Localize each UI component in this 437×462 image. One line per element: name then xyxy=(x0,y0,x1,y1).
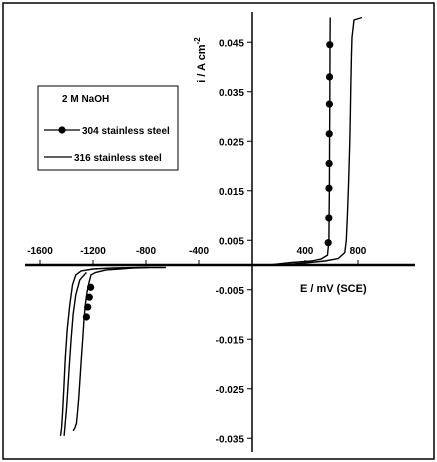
series-304-branch-line xyxy=(269,17,331,266)
y-tick-label: -0.015 xyxy=(216,335,245,346)
series-304-marker xyxy=(325,214,333,222)
series-304-marker xyxy=(325,100,333,108)
x-tick-label: -400 xyxy=(189,246,209,257)
axes-layer xyxy=(25,12,415,452)
x-tick-label: 400 xyxy=(297,246,314,257)
y-axis-title: i / A cm-2 xyxy=(193,37,208,83)
x-tick-label: 800 xyxy=(350,246,367,257)
x-tick-label: -800 xyxy=(136,246,156,257)
series-layer xyxy=(59,16,363,436)
y-tick-label: 0.045 xyxy=(219,38,244,49)
y-axis-title-main: i / A cm xyxy=(196,44,208,83)
series-316-branch-line xyxy=(63,271,87,436)
series-304-marker xyxy=(82,313,90,321)
series-304-marker xyxy=(325,130,333,138)
x-axis-title: E / mV (SCE) xyxy=(300,283,367,295)
legend-304-marker xyxy=(58,126,66,134)
x-tick-label: -1200 xyxy=(80,246,106,257)
markers-layer xyxy=(82,41,334,321)
ticks-layer: -1600 -1200 -800 -400 400 800 0.045 0.035 0.025 0… xyxy=(27,38,367,445)
series-304-marker xyxy=(326,41,334,49)
series-316-branch-line xyxy=(59,266,166,436)
series-304-marker xyxy=(87,283,95,291)
series-304-marker xyxy=(325,73,334,81)
legend: 2 M NaOH 304 stainless steel 316 stainle… xyxy=(37,85,179,171)
y-tick-label: -0.025 xyxy=(216,385,245,396)
legend-316-label: 316 stainless steel xyxy=(74,153,162,164)
legend-title: 2 M NaOH xyxy=(62,94,109,105)
y-tick-label: 0.025 xyxy=(219,137,244,148)
series-304-marker xyxy=(325,159,333,168)
y-tick-label: -0.035 xyxy=(216,434,245,445)
series-316-branch-line xyxy=(282,16,363,266)
y-tick-label: 0.005 xyxy=(219,236,244,247)
y-tick-label: 0.035 xyxy=(219,88,244,99)
x-tick-label: -1600 xyxy=(27,246,53,257)
legend-304-label: 304 stainless steel xyxy=(82,126,170,137)
series-304-marker xyxy=(325,184,333,192)
series-304-marker xyxy=(324,239,332,247)
series-304-marker xyxy=(85,293,93,301)
y-tick-label: -0.005 xyxy=(216,286,245,297)
y-tick-label: 0.015 xyxy=(219,187,244,198)
y-axis-title-sup: -2 xyxy=(193,37,202,45)
series-304-marker xyxy=(84,303,92,311)
series-304-branch-line xyxy=(72,266,149,432)
